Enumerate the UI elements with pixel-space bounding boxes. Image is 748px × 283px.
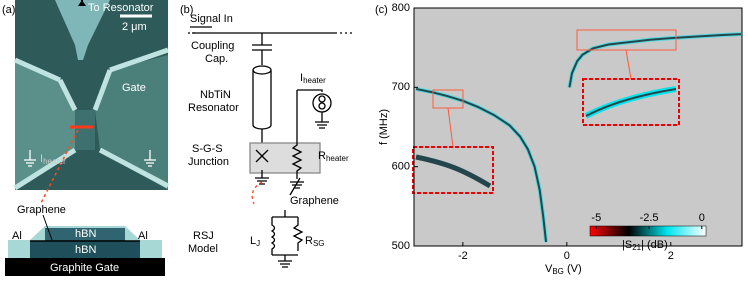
zoom-link (625, 49, 632, 80)
pointer (39, 129, 79, 206)
ground (24, 150, 156, 167)
ground (255, 170, 269, 185)
graphite-layer (5, 258, 165, 276)
label: Cap. (205, 53, 228, 65)
label: Iheater (40, 153, 66, 166)
graphene-flake (75, 110, 95, 150)
lead (55, 0, 110, 60)
label: R (318, 150, 326, 162)
colorbar-label: |S21| (dB) (622, 239, 668, 252)
pointer (251, 181, 263, 205)
label: Junction (188, 156, 229, 168)
label-sub: SG (313, 239, 325, 248)
inset-curve (585, 88, 677, 117)
label: RSG (305, 235, 325, 248)
pointer (42, 214, 53, 241)
label: Graphite Gate (50, 262, 119, 274)
label: Rheater (318, 150, 349, 163)
label: S-G-S (192, 143, 223, 155)
x-axis-label: VBG (V) (545, 263, 582, 276)
panel-label: (b) (180, 4, 193, 16)
colorbar-tick-label: 0 (699, 212, 705, 224)
label: L (250, 235, 256, 247)
arrow-head (78, 0, 86, 6)
hbn-top (45, 228, 125, 241)
colorbar-tick-label: -2.5 (640, 212, 659, 224)
label: Graphene (290, 195, 339, 207)
label: Model (188, 243, 218, 255)
lead-edge (92, 47, 170, 189)
panel-label: (a) (2, 4, 15, 16)
x-tick-label: -2 (458, 250, 468, 262)
junction (255, 149, 269, 163)
inset-curve (415, 154, 492, 189)
lead-edge (13, 57, 78, 191)
rsj-circuit (270, 210, 304, 268)
panel-b (188, 26, 352, 268)
label-sub: heater (43, 157, 66, 166)
label: Graphene (17, 204, 66, 216)
label: LJ (250, 235, 260, 248)
label: hBN (75, 228, 96, 240)
label: |S (622, 239, 632, 251)
y-tick-label: 800 (392, 2, 410, 14)
label: R (305, 235, 313, 247)
junction-box (249, 142, 321, 174)
label: RSJ (193, 230, 214, 242)
current-source (318, 102, 326, 110)
label: Iheater (300, 72, 326, 85)
ground (315, 112, 329, 129)
label: Gate (122, 82, 146, 94)
pointer (289, 177, 301, 196)
label: Al (138, 230, 148, 242)
x-tick-label: 2 (668, 250, 674, 262)
label: 2 μm (122, 21, 147, 33)
label: I (300, 72, 303, 84)
resonance-line (568, 33, 742, 88)
colorbar-tick-label: -5 (591, 212, 601, 224)
y-axis-label: f (MHz) (378, 109, 390, 145)
panel-a: (a) To Resonator 2 μm Gate Iheater Graph… (2, 0, 170, 276)
inset (582, 78, 680, 126)
zoom-link (447, 107, 454, 148)
y-tick-label: 500 (392, 240, 410, 252)
colorbar (589, 225, 707, 237)
wire (297, 89, 323, 92)
label: I (40, 153, 43, 165)
label-sub: J (256, 239, 260, 248)
label: Signal In (190, 13, 233, 25)
label: | (dB) (641, 239, 668, 251)
label-sub: heater (303, 76, 326, 85)
plot-background (414, 8, 742, 246)
panel-label: (c) (375, 4, 388, 16)
y-tick-label: 600 (392, 161, 410, 173)
label: hBN (75, 244, 96, 256)
label: Coupling (191, 40, 234, 52)
hbn-bottom (30, 241, 140, 258)
label-sub: BG (552, 267, 564, 276)
label-sub: 21 (632, 243, 641, 252)
panel-c: -2 0 2 500 600 700 800 -5 -2.5 0 (392, 2, 743, 262)
resonator (252, 65, 272, 130)
inset (412, 146, 494, 194)
y-tick-label: 700 (392, 81, 410, 93)
label: V (545, 263, 553, 275)
x-tick-label: 0 (564, 250, 570, 262)
resonance-line (415, 87, 548, 243)
current-source (318, 95, 326, 103)
label: (V) (564, 263, 582, 275)
label: Al (12, 230, 22, 242)
label-sub: heater (326, 154, 349, 163)
label: NbTiN (200, 89, 231, 101)
label: Resonator (188, 102, 239, 114)
plot-frame (413, 7, 743, 247)
label: To Resonator (88, 2, 154, 14)
